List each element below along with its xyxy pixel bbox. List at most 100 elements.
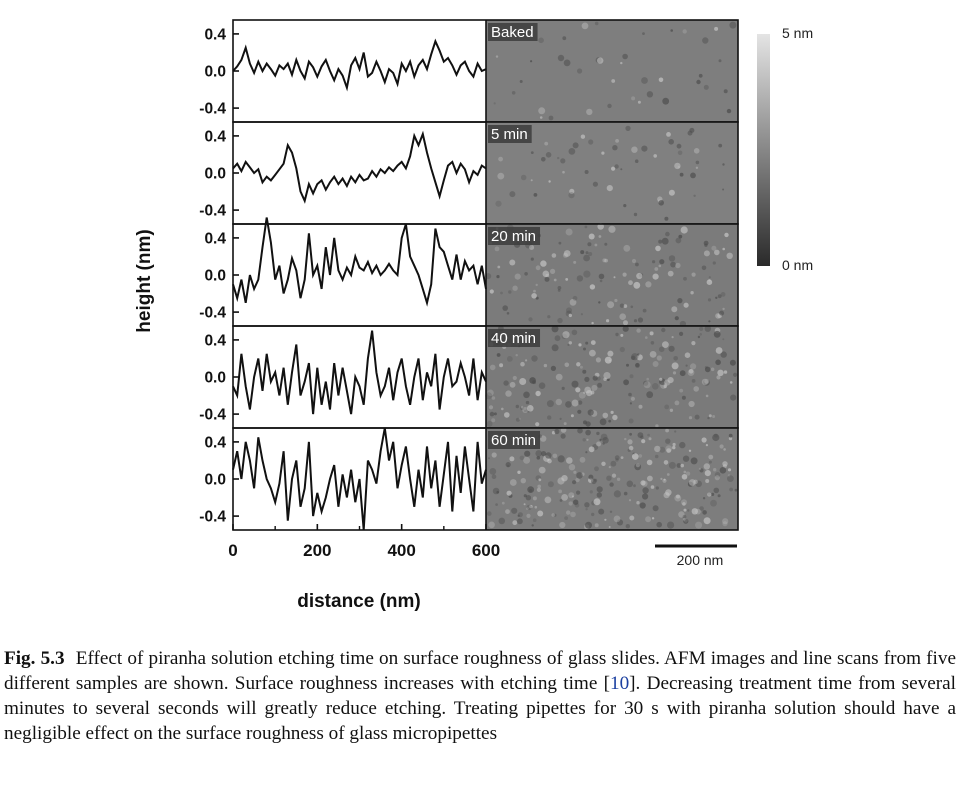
afm-grain-dot	[665, 231, 670, 237]
afm-grain-dot	[599, 279, 603, 283]
afm-grain-dot	[722, 247, 725, 251]
afm-grain-dot	[677, 298, 683, 304]
afm-grain-dot	[550, 365, 557, 371]
afm-grain-dot	[560, 158, 566, 164]
afm-grain-dot	[660, 477, 663, 480]
afm-grain-dot	[713, 468, 717, 472]
afm-grain-dot	[720, 351, 727, 358]
afm-grain-dot	[584, 376, 590, 382]
afm-grain-dot	[523, 391, 530, 399]
afm-grain-dot	[628, 418, 634, 424]
afm-grain-dot	[571, 329, 578, 336]
afm-grain-dot	[669, 408, 674, 412]
afm-grain-dot	[654, 267, 659, 271]
afm-grain-dot	[496, 353, 501, 357]
afm-grain-dot	[652, 361, 659, 367]
afm-grain-dot	[707, 298, 712, 302]
afm-grain-dot	[599, 418, 607, 426]
y-tick-label: -0.4	[199, 407, 226, 424]
afm-grain-dot	[530, 179, 533, 182]
afm-grain-dot	[489, 364, 496, 371]
afm-grain-dot	[585, 251, 589, 255]
afm-grain-dot	[594, 243, 598, 247]
afm-grain-dot	[534, 505, 538, 509]
afm-grain-dot	[690, 291, 694, 295]
afm-grain-dot	[677, 150, 683, 156]
image-label: 60 min	[491, 432, 536, 449]
afm-grain-dot	[703, 250, 710, 257]
afm-grain-dot	[606, 185, 613, 192]
afm-grain-dot	[562, 170, 565, 174]
afm-grain-dot	[568, 148, 576, 155]
afm-grain-dot	[674, 400, 680, 406]
image-label: 5 min	[491, 126, 528, 143]
afm-grain-dot	[491, 396, 496, 400]
afm-grain-dot	[718, 59, 722, 63]
afm-grain-dot	[633, 484, 636, 488]
afm-grain-dot	[646, 91, 654, 98]
afm-grain-dot	[665, 428, 669, 433]
panel-4: 0.4 0.0 -0.4 40 min	[199, 325, 739, 429]
afm-grain-dot	[536, 487, 542, 492]
y-tick-label: 0.0	[204, 370, 226, 387]
afm-grain-dot	[509, 381, 516, 388]
afm-grain-dot	[507, 464, 510, 467]
afm-grain-dot	[716, 375, 721, 380]
afm-grain-dot	[730, 394, 737, 401]
afm-grain-dot	[502, 305, 509, 311]
afm-grain-dot	[728, 433, 733, 438]
afm-grain-dot	[601, 461, 606, 466]
afm-grain-dot	[671, 362, 679, 370]
line-scan	[232, 427, 487, 531]
afm-grain-dot	[557, 156, 560, 160]
afm-grain-dot	[532, 496, 537, 501]
afm-grain-dot	[625, 524, 630, 529]
afm-grain-dot	[575, 387, 581, 393]
afm-grain-dot	[541, 157, 546, 162]
afm-grain-dot	[517, 470, 521, 474]
afm-grain-dot	[650, 485, 655, 489]
afm-grain-dot	[508, 290, 512, 294]
afm-grain-dot	[586, 108, 593, 116]
afm-grain-dot	[658, 264, 662, 268]
image-label: Baked	[491, 24, 534, 41]
panel-1: 0.4 0.0 -0.4 Baked	[199, 19, 739, 123]
afm-grain-dot	[561, 333, 567, 340]
panel-3: 0.4 0.0 -0.4 20 min	[199, 217, 739, 328]
afm-grain-dot	[579, 456, 586, 463]
afm-grain-dot	[488, 405, 494, 410]
panels: 0.4 0.0 -0.4 Baked 0.4 0.0 -0.4 5 min 0.4 0.0 -0.4…	[199, 19, 739, 531]
afm-grain	[485, 325, 738, 428]
afm-grain-dot	[703, 463, 710, 470]
afm-grain-dot	[631, 353, 639, 361]
afm-grain-dot	[586, 438, 589, 441]
afm-grain-dot	[491, 418, 496, 423]
caption-reference-link[interactable]: 10	[609, 673, 630, 694]
x-tick-label: 200	[303, 541, 331, 560]
afm-grain-dot	[695, 160, 700, 165]
afm-grain-dot	[551, 253, 557, 258]
afm-grain-dot	[503, 380, 509, 386]
afm-grain-dot	[532, 518, 537, 522]
afm-grain-dot	[562, 36, 567, 41]
afm-grain-dot	[676, 143, 682, 149]
afm-grain-dot	[615, 332, 619, 337]
afm-grain-dot	[719, 467, 727, 474]
afm-grain-dot	[598, 508, 605, 515]
afm-grain-dot	[515, 417, 520, 422]
afm-grain-dot	[623, 379, 629, 386]
y-tick-label: 0.4	[204, 128, 226, 145]
afm-grain-dot	[708, 276, 711, 279]
afm-grain-dot	[622, 53, 628, 60]
afm-grain-dot	[629, 402, 633, 405]
afm-grain-dot	[609, 482, 614, 487]
afm-grain-dot	[504, 412, 510, 418]
afm-grain-dot	[520, 174, 527, 181]
afm-grain-dot	[596, 431, 600, 436]
afm-grain-dot	[578, 343, 582, 347]
afm-grain-dot	[566, 510, 571, 515]
afm-grain-dot	[713, 487, 720, 494]
afm-grain-dot	[563, 250, 571, 257]
afm-grain-dot	[533, 289, 536, 293]
